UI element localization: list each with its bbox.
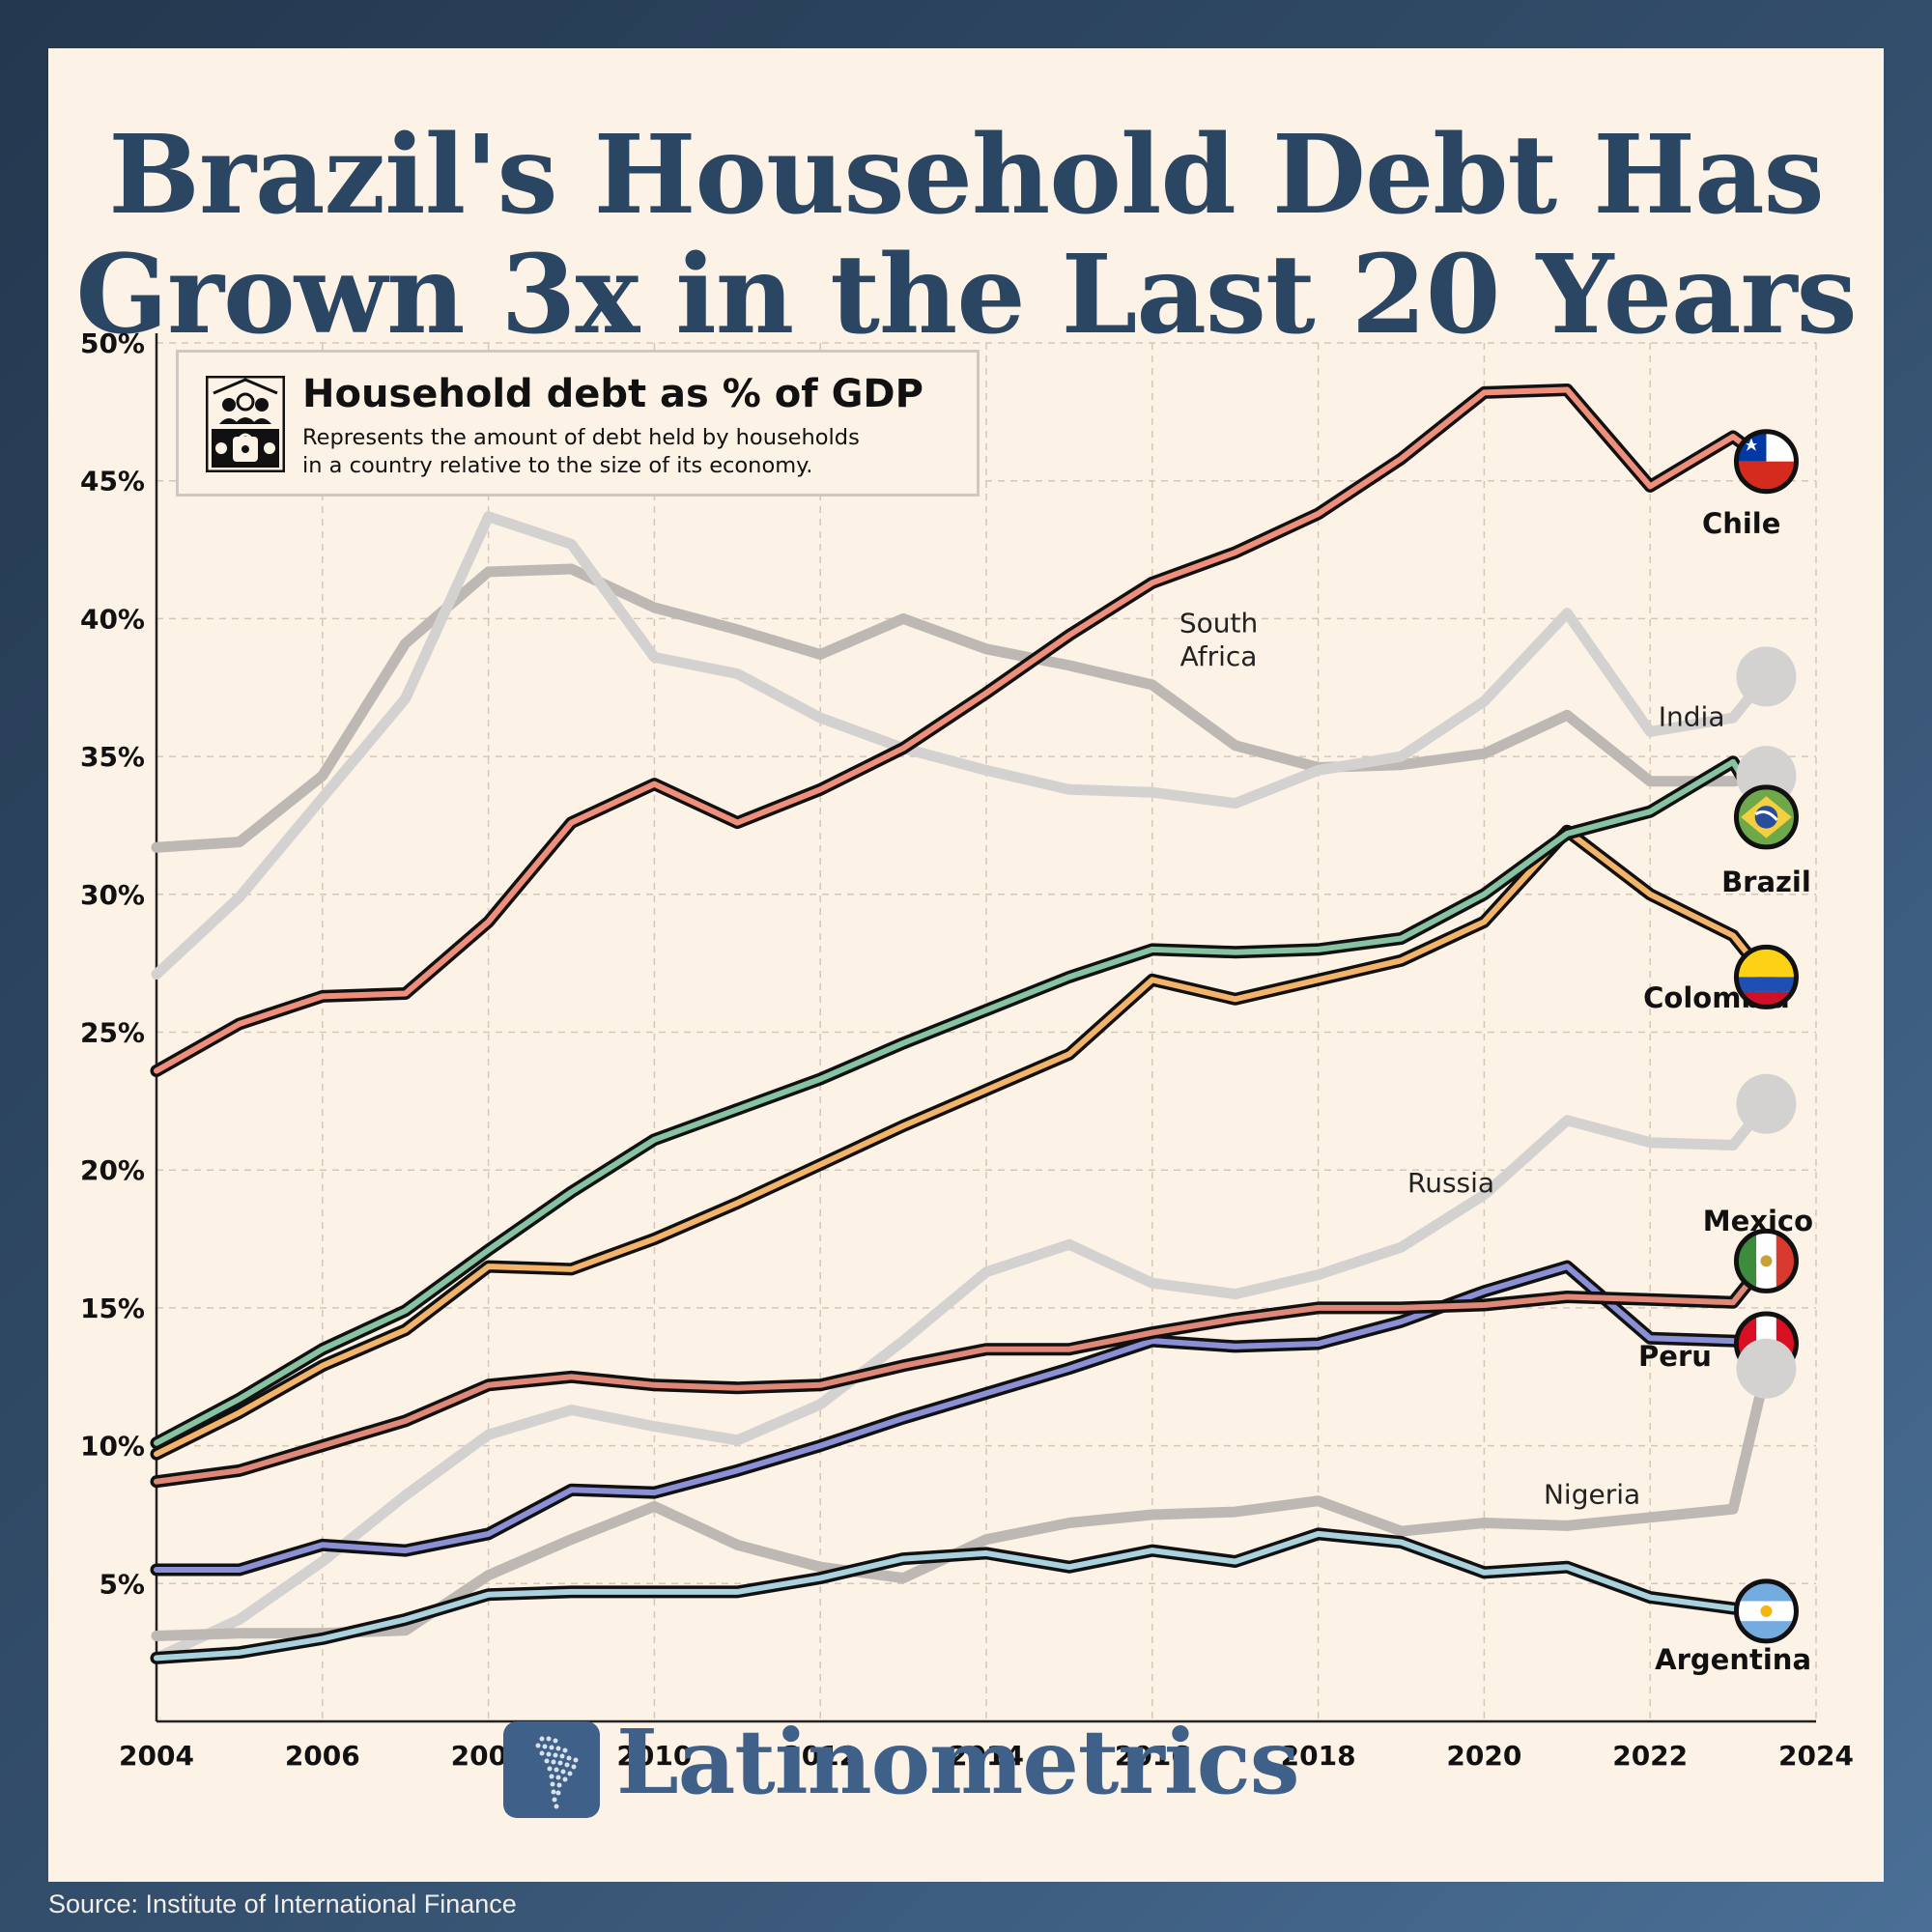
x-tick-label: 2018	[1281, 1740, 1356, 1772]
series-line-peru	[154, 1264, 1770, 1573]
infographic-panel: Brazil's Household Debt Has Grown 3x in …	[48, 48, 1884, 1882]
title-line-2: Grown 3x in the Last 20 Years	[75, 232, 1857, 358]
flag-marker-chile	[1733, 429, 1799, 495]
title-line-1: Brazil's Household Debt Has	[108, 112, 1824, 239]
flag-marker-mexico	[1733, 1228, 1799, 1293]
x-tick-label: 2010	[616, 1740, 692, 1772]
series-label: Peru	[1638, 1340, 1712, 1373]
series-lines	[150, 384, 1773, 1664]
x-tick-label: 2020	[1446, 1740, 1521, 1772]
flag-marker-colombia	[1733, 944, 1799, 1009]
series-line-south-africa	[151, 563, 1772, 853]
series-line-chile	[154, 386, 1770, 1074]
flag-marker-brazil	[1733, 784, 1799, 850]
legend-description-line-2: in a country relative to the size of its…	[302, 453, 813, 478]
x-tick-label: 2004	[119, 1740, 194, 1772]
y-tick-label: 20%	[80, 1154, 145, 1186]
series-labels: ChileBrazilColombiaMexicoPeruArgentinaSo…	[1179, 507, 1813, 1676]
series-label: Argentina	[1655, 1643, 1811, 1676]
y-tick-label: 5%	[99, 1568, 145, 1600]
series-label: Africa	[1180, 640, 1258, 672]
gray-end-dot	[1736, 1338, 1797, 1399]
x-tick-label: 2012	[782, 1740, 858, 1772]
series-label: Brazil	[1721, 866, 1811, 898]
x-tick-label: 2024	[1778, 1740, 1854, 1772]
flag-marker-gray	[1736, 1338, 1797, 1399]
flag-marker-gray	[1736, 646, 1797, 707]
flag-outline	[1733, 944, 1799, 1009]
page-title: Brazil's Household Debt Has Grown 3x in …	[48, 116, 1884, 355]
series-line-brazil	[154, 758, 1770, 1446]
household-finance-icon	[206, 376, 285, 472]
series-label: South	[1179, 608, 1258, 639]
brand-name: Latinometrics	[616, 1710, 1300, 1814]
series-label: Chile	[1702, 507, 1780, 540]
legend-description: Represents the amount of debt held by ho…	[302, 424, 969, 480]
source-note: Source: Institute of International Finan…	[48, 1889, 517, 1918]
y-tick-label: 50%	[80, 327, 145, 359]
latin-america-map-logo	[503, 1721, 600, 1818]
y-tick-label: 10%	[80, 1431, 145, 1463]
x-tick-label: 2016	[1115, 1740, 1190, 1772]
x-tick-label: 2006	[285, 1740, 360, 1772]
flag-outline	[1733, 1228, 1799, 1293]
series-line-argentina	[154, 1530, 1770, 1662]
series-line-india	[151, 511, 1772, 980]
flag-outline	[1733, 429, 1799, 495]
end-markers	[1733, 429, 1799, 1644]
y-tick-label: 40%	[80, 603, 145, 635]
series-label: India	[1659, 701, 1725, 733]
flag-marker-gray	[1736, 1073, 1797, 1134]
x-tick-label: 2014	[949, 1740, 1024, 1772]
flag-outline	[1733, 784, 1799, 850]
x-tick-label: 2022	[1612, 1740, 1688, 1772]
flag-marker-argentina	[1733, 1578, 1799, 1644]
line-chart: 2004 2006 2008 2010 2012 2014 2016 2018 2020 2022…	[80, 327, 1854, 1772]
series-label: Russia	[1407, 1167, 1494, 1199]
series-line-mexico	[154, 1258, 1770, 1485]
legend-box: Household debt as % of GDP Represents th…	[176, 350, 980, 497]
gray-end-dot	[1736, 1073, 1797, 1134]
legend-description-line-1: Represents the amount of debt held by ho…	[302, 425, 860, 450]
grid-lines	[156, 342, 1817, 1721]
legend-title: Household debt as % of GDP	[302, 372, 923, 416]
y-tick-label: 25%	[80, 1017, 145, 1049]
flag-outline	[1733, 1578, 1799, 1644]
y-tick-label: 30%	[80, 879, 145, 911]
y-tick-label: 15%	[80, 1293, 145, 1324]
series-label: Nigeria	[1544, 1479, 1640, 1511]
y-tick-label: 35%	[80, 741, 145, 773]
series-line-russia	[151, 1098, 1772, 1663]
gray-end-dot	[1736, 646, 1797, 707]
axes: 2004 2006 2008 2010 2012 2014 2016 2018 2020 2022…	[80, 327, 1854, 1772]
y-tick-label: 45%	[80, 466, 145, 497]
